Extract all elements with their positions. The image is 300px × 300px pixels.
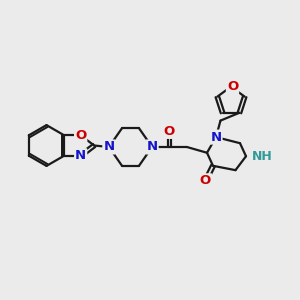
Text: N: N [103, 140, 115, 154]
Text: N: N [146, 140, 158, 154]
Text: N: N [210, 130, 222, 144]
Text: NH: NH [251, 150, 272, 163]
Text: O: O [227, 80, 238, 93]
Text: O: O [75, 129, 86, 142]
Text: O: O [200, 174, 211, 187]
Text: N: N [75, 149, 86, 162]
Text: O: O [164, 125, 175, 138]
